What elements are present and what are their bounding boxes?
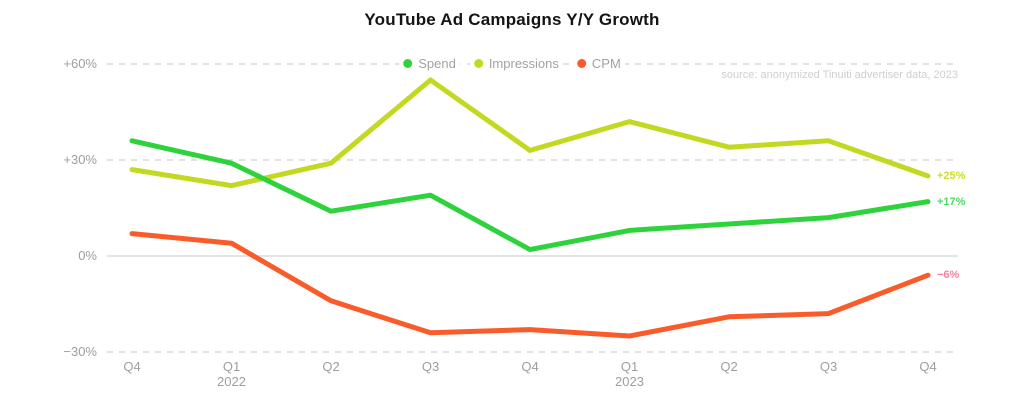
x-tick-label: Q2 [720, 359, 738, 374]
impressions-dot-icon [473, 58, 483, 68]
chart-title: YouTube Ad Campaigns Y/Y Growth [364, 10, 660, 29]
series-line-impressions [129, 77, 931, 189]
spend-dot-icon [403, 58, 413, 68]
legend-label-impressions: Impressions [488, 55, 559, 71]
legend-item-impressions[interactable]: Impressions [469, 55, 563, 71]
end-value-label-spend: +17% [937, 195, 966, 208]
legend-label-spend: Spend [418, 55, 456, 71]
y-tick-label: −30% [63, 344, 97, 359]
series-line-spend [129, 138, 931, 253]
end-value-label-impressions: +25% [937, 170, 966, 182]
x-tick-label: Q1 2022 [217, 359, 246, 389]
legend: Spend Impressions CPM [399, 54, 625, 72]
source-attribution: source: anonymized Tinuiti advertiser da… [721, 69, 958, 81]
series-line-cpm [129, 231, 931, 339]
end-value-label-cpm: −6% [937, 269, 960, 282]
legend-item-spend[interactable]: Spend [399, 55, 460, 71]
x-tick-label: Q1 2023 [615, 359, 644, 389]
x-tick-label: Q2 [322, 359, 340, 374]
y-tick-label: 0% [78, 248, 97, 263]
x-tick-label: Q3 [819, 359, 838, 374]
x-tick-label: Q3 [421, 359, 440, 374]
legend-label-cpm: CPM [591, 55, 621, 71]
x-tick-label: Q4 [123, 359, 141, 374]
legend-item-cpm[interactable]: CPM [572, 55, 625, 71]
x-tick-label: Q4 [521, 359, 539, 374]
y-tick-label: +30% [63, 152, 97, 167]
cpm-dot-icon [576, 58, 586, 68]
x-tick-label: Q4 [919, 359, 937, 374]
y-tick-label: +60% [63, 56, 97, 71]
